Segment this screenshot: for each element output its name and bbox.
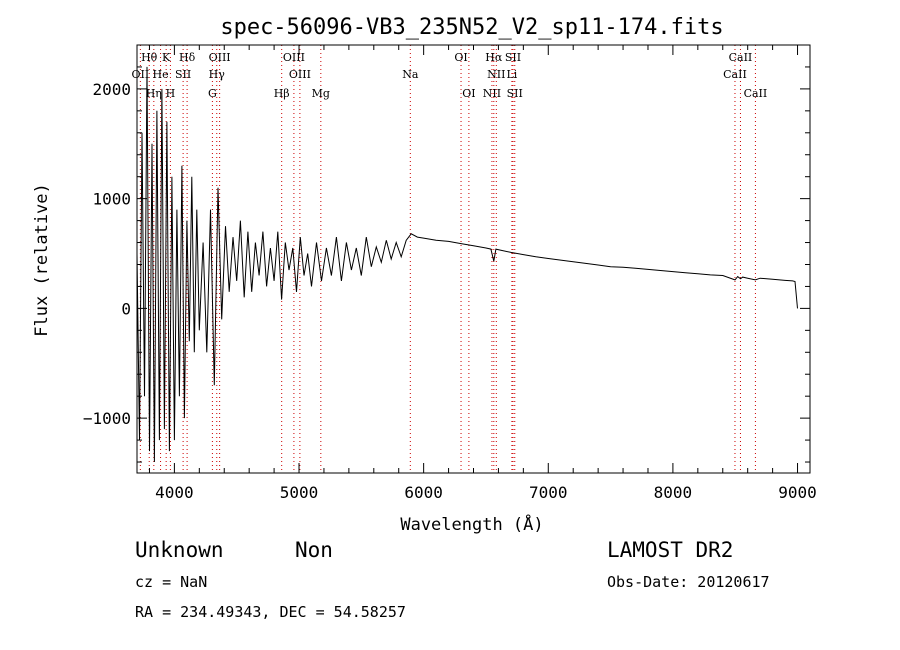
x-axis: 4000 5000 6000 7000 8000 9000 bbox=[148, 45, 817, 502]
class-label: Unknown bbox=[135, 538, 224, 562]
ra-dec-coordinates: RA = 234.49343, DEC = 54.58257 bbox=[135, 603, 406, 621]
spectral-line-label: SII bbox=[505, 51, 521, 64]
spectral-line-label: OI bbox=[462, 87, 475, 100]
y-axis-label: Flux (relative) bbox=[32, 183, 52, 337]
subclass-label: Non bbox=[295, 538, 333, 562]
chart-title: spec-56096-VB3_235N52_V2_sp11-174.fits bbox=[220, 15, 723, 40]
spectral-line-label: SII bbox=[507, 87, 523, 100]
obs-date: Obs-Date: 20120617 bbox=[607, 573, 770, 591]
spectral-line-label: K bbox=[162, 51, 171, 64]
spectral-line-label: OIII bbox=[209, 51, 231, 64]
spectral-line-label: NII bbox=[483, 87, 501, 100]
spectral-line-label: Li bbox=[506, 68, 517, 81]
x-axis-label: Wavelength (Å) bbox=[400, 513, 543, 535]
survey-label: LAMOST DR2 bbox=[607, 538, 734, 562]
y-tick-label: 1000 bbox=[92, 190, 131, 209]
cz-value: cz = NaN bbox=[135, 573, 208, 591]
flux-series-line bbox=[136, 66, 798, 463]
series-layer bbox=[136, 66, 798, 463]
spectral-line-label: NII bbox=[487, 68, 505, 81]
x-tick-label: 7000 bbox=[529, 483, 568, 502]
spectral-line-label: Hδ bbox=[179, 51, 196, 64]
spectral-line-label: OIII bbox=[289, 68, 311, 81]
spectral-line-label: He bbox=[153, 68, 169, 81]
x-tick-label: 8000 bbox=[654, 483, 693, 502]
spectral-line-label: Mg bbox=[312, 87, 330, 100]
spectral-line-label: OIII bbox=[283, 51, 305, 64]
spectral-line-label: OI bbox=[454, 51, 467, 64]
y-tick-label: −1000 bbox=[83, 409, 131, 428]
x-tick-label: 5000 bbox=[280, 483, 319, 502]
spectral-line-label: Hη bbox=[146, 87, 162, 100]
y-axis: −1000 0 1000 2000 bbox=[83, 44, 810, 463]
spectral-line-label: G bbox=[208, 87, 217, 100]
y-tick-label: 2000 bbox=[92, 80, 131, 99]
spectral-line-label: CaII bbox=[729, 51, 753, 64]
spectral-line-label: Na bbox=[402, 68, 419, 81]
y-tick-label: 0 bbox=[121, 299, 131, 318]
spectral-line-label: OII bbox=[132, 68, 150, 81]
spectral-line-label: Hθ bbox=[141, 51, 158, 64]
spectral-line-label: Hγ bbox=[209, 68, 226, 81]
spectral-line-label: Hβ bbox=[274, 87, 290, 100]
spectral-line-label: CaII bbox=[723, 68, 747, 81]
spectral-line-label: SII bbox=[175, 68, 191, 81]
spectral-line-label: Hα bbox=[485, 51, 503, 64]
spectral-line-label: CaII bbox=[744, 87, 768, 100]
x-tick-label: 4000 bbox=[155, 483, 194, 502]
x-tick-label: 6000 bbox=[404, 483, 443, 502]
x-tick-label: 9000 bbox=[778, 483, 817, 502]
spectral-line-markers bbox=[139, 45, 756, 473]
spectral-line-label: H bbox=[166, 87, 176, 100]
